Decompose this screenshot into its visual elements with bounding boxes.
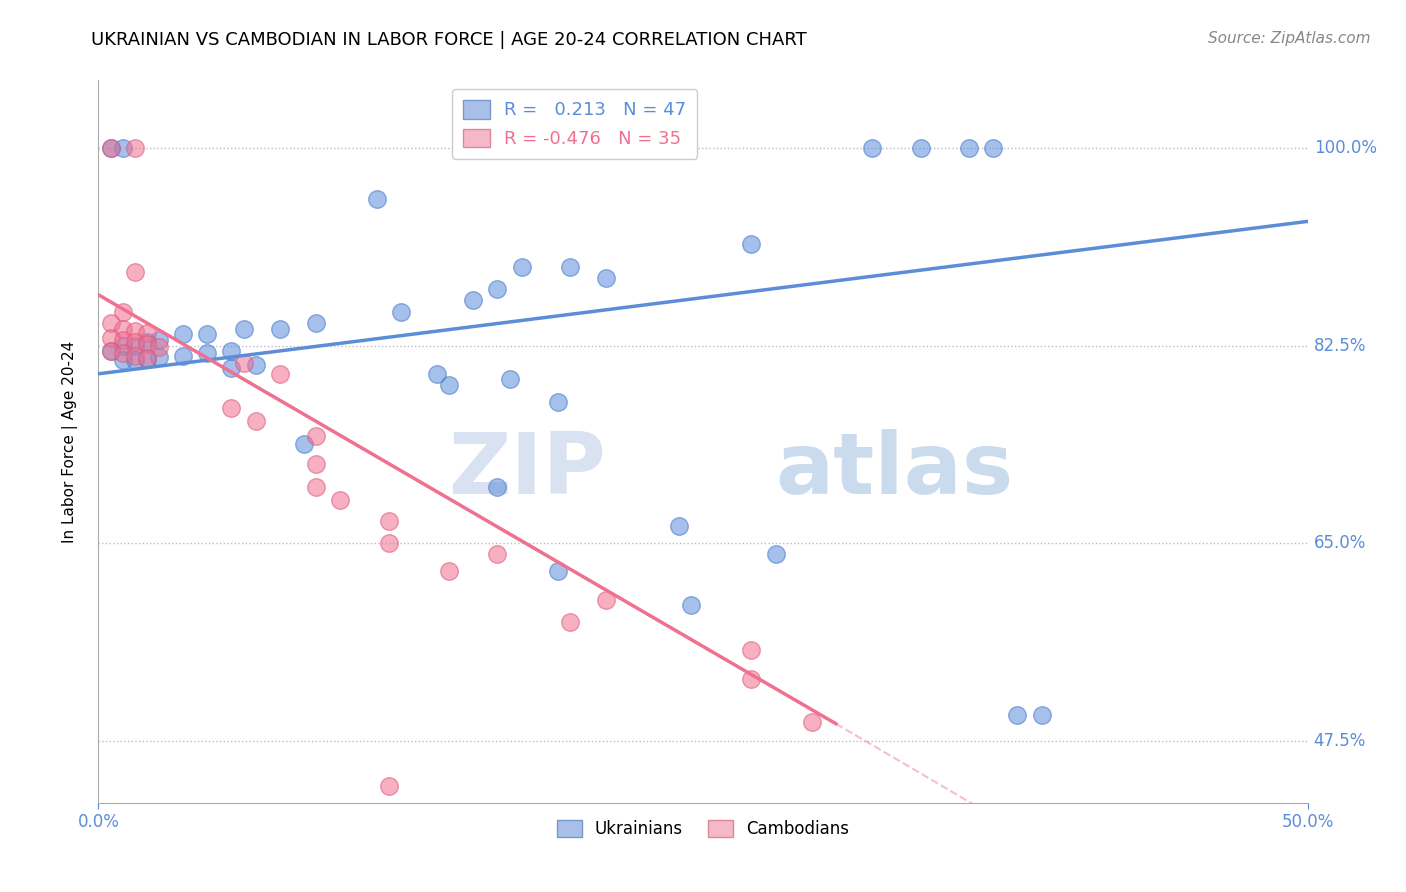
- Point: [740, 237, 762, 252]
- Point: [668, 519, 690, 533]
- Point: [595, 270, 617, 285]
- Text: atlas: atlas: [776, 429, 1014, 512]
- Legend: Ukrainians, Cambodians: Ukrainians, Cambodians: [550, 814, 856, 845]
- Point: [100, 344, 122, 359]
- Point: [124, 324, 146, 338]
- Point: [1031, 707, 1053, 722]
- Point: [765, 548, 787, 562]
- Point: [100, 141, 122, 155]
- Point: [463, 293, 485, 308]
- Point: [486, 548, 509, 562]
- Point: [305, 480, 328, 494]
- Point: [437, 378, 460, 392]
- Point: [232, 355, 254, 369]
- Point: [124, 335, 146, 350]
- Text: Source: ZipAtlas.com: Source: ZipAtlas.com: [1208, 31, 1371, 46]
- Point: [292, 437, 315, 451]
- Point: [148, 340, 170, 354]
- Point: [124, 338, 146, 352]
- Point: [111, 333, 134, 347]
- Point: [111, 353, 134, 368]
- Point: [910, 141, 932, 155]
- Point: [595, 592, 617, 607]
- Point: [221, 344, 243, 359]
- Point: [486, 480, 509, 494]
- Point: [269, 367, 291, 381]
- Point: [111, 304, 134, 318]
- Point: [195, 346, 218, 360]
- Point: [377, 779, 399, 793]
- Point: [305, 316, 328, 330]
- Point: [245, 414, 267, 428]
- Point: [148, 350, 170, 364]
- Point: [221, 401, 243, 415]
- Point: [437, 565, 460, 579]
- Point: [957, 141, 980, 155]
- Point: [100, 316, 122, 330]
- Point: [221, 361, 243, 376]
- Point: [740, 643, 762, 657]
- Point: [172, 327, 194, 342]
- Point: [111, 141, 134, 155]
- Point: [558, 260, 581, 274]
- Point: [135, 335, 157, 350]
- Point: [124, 353, 146, 368]
- Point: [426, 367, 449, 381]
- Point: [195, 327, 218, 342]
- Text: 82.5%: 82.5%: [1313, 336, 1367, 355]
- Point: [135, 337, 157, 351]
- Point: [377, 514, 399, 528]
- Point: [135, 326, 157, 341]
- Point: [1007, 707, 1029, 722]
- Point: [595, 141, 617, 155]
- Point: [135, 352, 157, 367]
- Point: [800, 714, 823, 729]
- Point: [124, 265, 146, 279]
- Point: [100, 331, 122, 345]
- Point: [486, 282, 509, 296]
- Point: [111, 321, 134, 335]
- Point: [547, 565, 569, 579]
- Point: [305, 457, 328, 471]
- Point: [111, 338, 134, 352]
- Point: [740, 672, 762, 686]
- Point: [558, 615, 581, 630]
- Point: [232, 321, 254, 335]
- Point: [305, 429, 328, 443]
- Point: [100, 344, 122, 359]
- Point: [111, 346, 134, 360]
- Point: [148, 333, 170, 347]
- Text: ZIP: ZIP: [449, 429, 606, 512]
- Y-axis label: In Labor Force | Age 20-24: In Labor Force | Age 20-24: [62, 341, 77, 542]
- Point: [389, 304, 412, 318]
- Point: [124, 141, 146, 155]
- Point: [981, 141, 1004, 155]
- Point: [100, 141, 122, 155]
- Point: [377, 536, 399, 550]
- Point: [366, 192, 388, 206]
- Point: [329, 493, 352, 508]
- Point: [547, 141, 569, 155]
- Point: [679, 599, 702, 613]
- Text: 100.0%: 100.0%: [1313, 139, 1376, 157]
- Text: UKRAINIAN VS CAMBODIAN IN LABOR FORCE | AGE 20-24 CORRELATION CHART: UKRAINIAN VS CAMBODIAN IN LABOR FORCE | …: [91, 31, 807, 49]
- Point: [498, 372, 520, 386]
- Text: 65.0%: 65.0%: [1313, 534, 1367, 552]
- Point: [510, 260, 533, 274]
- Point: [245, 358, 267, 372]
- Point: [547, 395, 569, 409]
- Text: 47.5%: 47.5%: [1313, 731, 1367, 749]
- Point: [571, 141, 593, 155]
- Point: [860, 141, 883, 155]
- Point: [135, 351, 157, 365]
- Point: [124, 349, 146, 363]
- Point: [269, 321, 291, 335]
- Point: [172, 349, 194, 363]
